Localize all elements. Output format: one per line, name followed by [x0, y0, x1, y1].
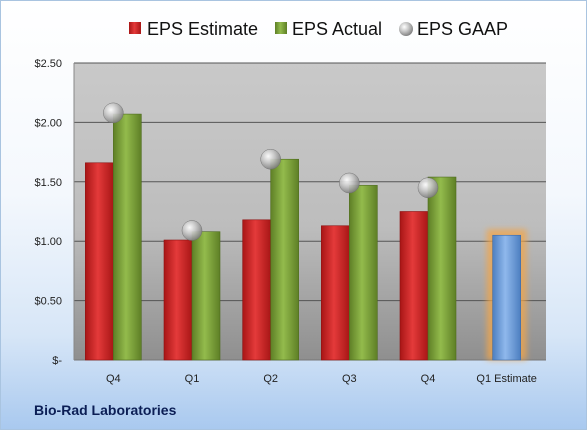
x-tick-label: Q4: [421, 373, 436, 385]
marker-eps-gaap: [181, 220, 203, 241]
y-tick-label: $2.00: [34, 117, 62, 129]
bar-eps-actual: [427, 176, 457, 361]
marker-eps-gaap: [103, 102, 124, 124]
y-axis: $- $0.50 $1.00 $1.50 $2.00 $2.50: [34, 58, 62, 367]
legend-label-estimate: EPS Estimate: [147, 19, 258, 39]
marker-eps-gaap: [339, 172, 360, 194]
legend-swatch-estimate: [129, 22, 141, 34]
bars: [85, 113, 527, 361]
gaap-markers: [103, 102, 439, 241]
bar-eps-actual: [349, 185, 378, 361]
x-tick-label: Q1 Estimate: [476, 373, 537, 385]
plot-area: [74, 63, 546, 360]
bar-eps-estimate: [163, 239, 193, 361]
bar-eps-actual: [113, 113, 142, 361]
bar-eps-estimate-future: [492, 234, 521, 361]
y-tick-label: $-: [52, 355, 62, 367]
bar-eps-actual: [270, 158, 299, 361]
legend-label-gaap: EPS GAAP: [417, 19, 508, 39]
y-tick-label: $1.00: [34, 236, 62, 248]
legend-swatch-gaap: [399, 22, 413, 36]
x-tick-label: Q1: [185, 373, 200, 385]
x-tick-label: Q4: [106, 373, 121, 385]
legend-swatch-actual: [275, 22, 287, 34]
marker-eps-gaap: [260, 148, 281, 170]
bar-eps-estimate: [85, 162, 114, 361]
bar-eps-estimate: [242, 219, 271, 361]
x-axis: Q4 Q1 Q2 Q3 Q4 Q1 Estimate: [106, 373, 537, 385]
company-name: Bio-Rad Laboratories: [34, 402, 177, 418]
bar-eps-estimate: [399, 211, 429, 361]
y-tick-label: $0.50: [34, 296, 62, 308]
y-tick-label: $1.50: [34, 177, 62, 189]
legend: EPS Estimate EPS Actual EPS GAAP: [129, 19, 508, 39]
marker-eps-gaap: [417, 177, 439, 198]
x-tick-label: Q3: [342, 373, 357, 385]
legend-label-actual: EPS Actual: [292, 19, 382, 39]
gridlines: [73, 62, 546, 361]
bar-eps-estimate: [321, 225, 350, 361]
x-tick-label: Q2: [263, 373, 278, 385]
bar-eps-actual: [191, 231, 221, 361]
y-tick-label: $2.50: [34, 58, 62, 70]
